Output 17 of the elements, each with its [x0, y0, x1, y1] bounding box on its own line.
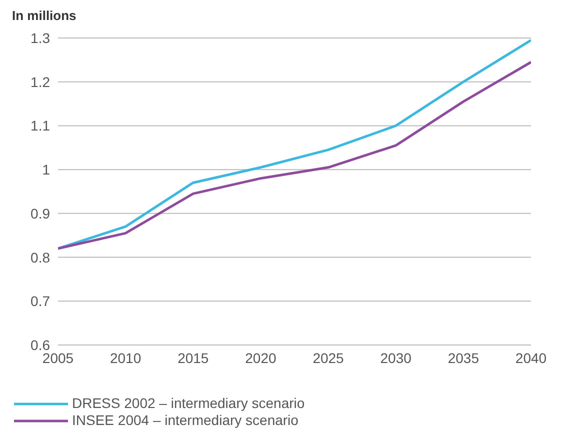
- x-tick-label: 2030: [380, 350, 412, 366]
- x-tick-label: 2040: [515, 350, 547, 366]
- x-tick-label: 2025: [312, 350, 344, 366]
- x-tick-label: 2015: [178, 350, 209, 366]
- y-tick-label: 0.8: [30, 249, 50, 266]
- y-tick-label: 1.3: [30, 30, 50, 46]
- x-tick-label: 2010: [110, 350, 142, 366]
- y-tick-label: 1: [42, 162, 50, 178]
- legend-label: DRESS 2002 – intermediary scenario: [72, 395, 305, 412]
- x-tick-label: 2020: [245, 350, 276, 366]
- y-tick-label: 0.7: [30, 293, 50, 310]
- y-axis-title: In millions: [12, 8, 76, 23]
- y-tick-label: 1.1: [30, 118, 50, 134]
- y-tick-label: 0.9: [30, 205, 50, 222]
- x-tick-label: 2035: [448, 350, 480, 366]
- legend-label: INSEE 2004 – intermediary scenario: [72, 412, 298, 429]
- y-tick-label: 1.2: [30, 74, 50, 90]
